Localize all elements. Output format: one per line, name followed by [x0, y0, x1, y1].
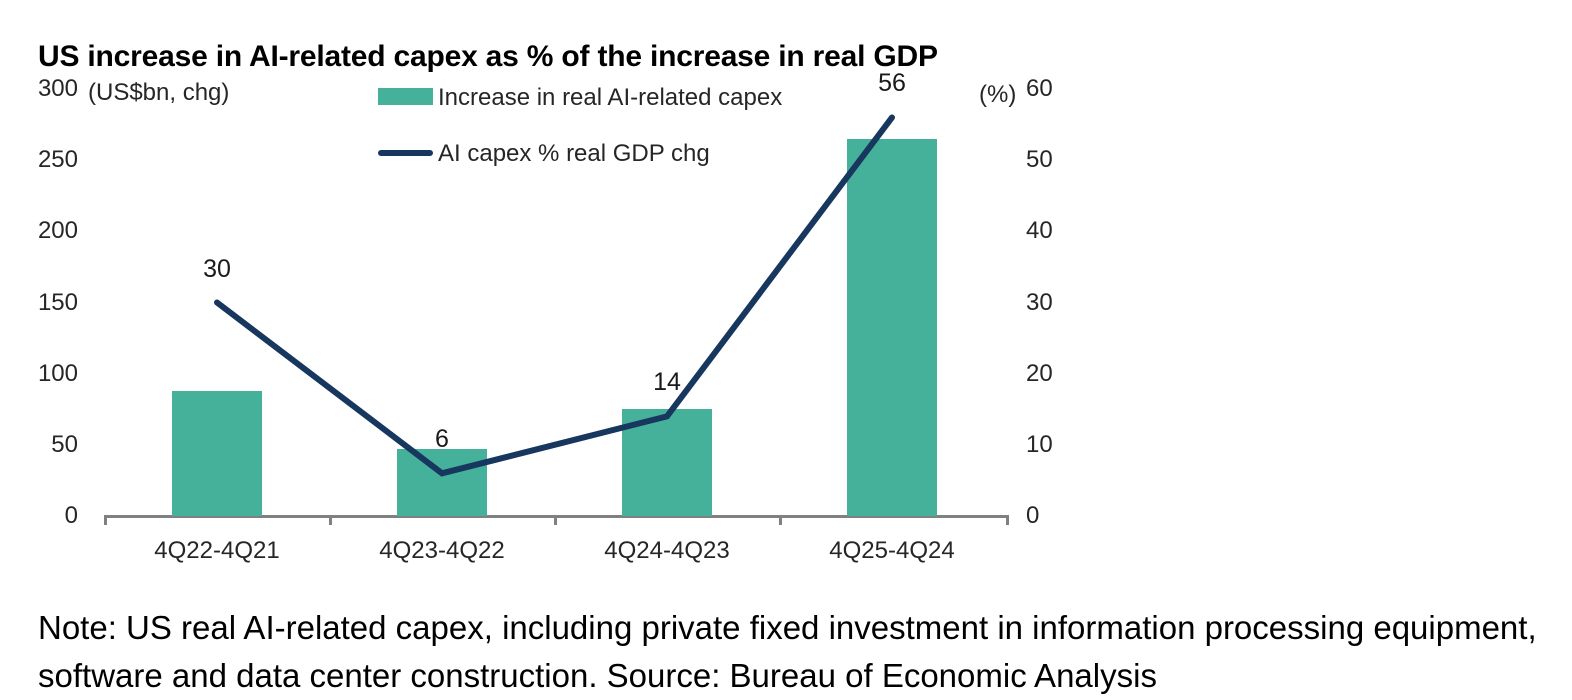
capex-bar [397, 449, 487, 516]
capex-bar [847, 138, 937, 516]
left-axis-unit-label: (US$bn, chg) [88, 79, 230, 106]
right-axis-tick-label: 20 [1026, 359, 1053, 387]
chart-title: US increase in AI-related capex as % of … [38, 40, 938, 74]
x-axis-tick-mark [554, 515, 557, 525]
line-data-label: 14 [653, 368, 681, 397]
category-label: 4Q23-4Q22 [379, 537, 505, 564]
footnote: Note: US real AI-related capex, includin… [38, 609, 1537, 694]
left-axis-tick-label: 250 [37, 146, 78, 174]
line-data-label: 56 [878, 69, 906, 98]
chart-area: (US$bn, chg) (%) Increase in real AI-rel… [37, 69, 1053, 564]
left-axis-tick-label: 300 [37, 75, 78, 102]
category-label: 4Q24-4Q23 [604, 537, 730, 564]
line-data-label: 30 [203, 254, 231, 283]
left-axis-tick-label: 150 [37, 288, 78, 316]
right-axis-tick-label: 40 [1026, 217, 1053, 245]
category-label: 4Q22-4Q21 [154, 537, 280, 564]
capex-bar [172, 390, 262, 516]
right-axis-tick-label: 30 [1026, 288, 1053, 316]
line-data-label: 6 [435, 425, 449, 454]
legend-bar-label: Increase in real AI-related capex [438, 84, 783, 111]
x-axis-tick-mark [1006, 515, 1009, 525]
x-axis-tick-mark [779, 515, 782, 525]
right-axis-tick-label: 50 [1026, 146, 1053, 174]
right-axis-tick-label: 10 [1026, 430, 1053, 458]
right-axis-tick-label: 0 [1026, 502, 1040, 529]
right-axis-unit-label: (%) [979, 81, 1017, 108]
x-axis-tick-mark [329, 515, 332, 525]
legend-line-swatch-icon [378, 150, 433, 156]
left-axis-tick-label: 0 [64, 502, 78, 529]
x-axis-tick-mark [104, 515, 107, 525]
ai-capex-line [214, 114, 895, 477]
legend-line-label: AI capex % real GDP chg [438, 140, 710, 167]
legend-bar-swatch-icon [378, 88, 433, 105]
category-label: 4Q25-4Q24 [829, 537, 955, 564]
left-axis-tick-label: 200 [37, 217, 78, 245]
right-axis-tick-label: 60 [1026, 75, 1053, 102]
left-axis-tick-label: 50 [51, 430, 78, 458]
left-axis-tick-label: 100 [37, 359, 78, 387]
line-series-svg [214, 114, 895, 477]
